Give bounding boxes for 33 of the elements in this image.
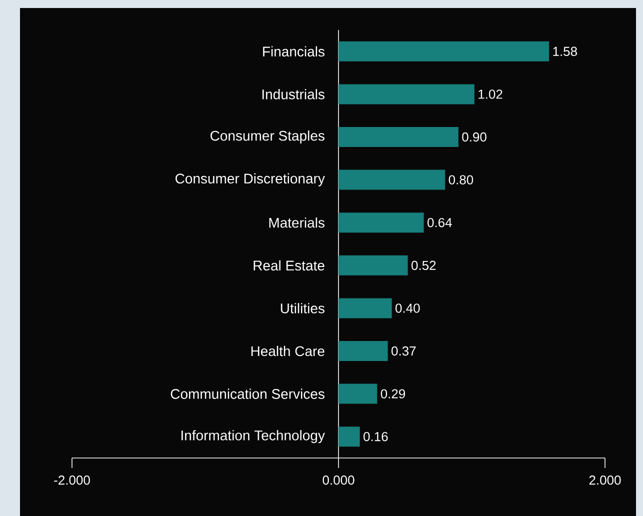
bar (338, 84, 474, 104)
data-label: 1.02 (478, 90, 502, 99)
y-tick-label: Materials (269, 217, 324, 228)
y-tick-label: Communication Services (170, 388, 324, 399)
bar (338, 255, 408, 276)
bar (338, 126, 458, 147)
data-label: 0.90 (462, 132, 486, 142)
y-tick-label: Real Estate (254, 260, 324, 271)
data-label: 0.52 (412, 260, 436, 270)
y-tick-label: Health Care (251, 346, 324, 356)
data-label: 0.40 (396, 304, 420, 313)
x-tick-label: -2.000 (54, 476, 90, 485)
bar (338, 384, 378, 404)
bar (338, 298, 392, 318)
data-label: 0.80 (448, 175, 474, 184)
bar (338, 170, 446, 190)
data-label: 0.29 (380, 389, 406, 398)
x-tick-label: 2.000 (589, 476, 621, 485)
y-tick-label: Industrials (262, 89, 324, 100)
y-tick-label: Consumer Discretionary (176, 173, 325, 186)
bar (338, 426, 360, 447)
y-tick-label: Financials (263, 46, 324, 57)
data-label: 0.16 (364, 432, 388, 442)
bar (338, 41, 550, 62)
data-label: 1.58 (553, 46, 577, 56)
x-tick-label: 0.000 (322, 476, 354, 485)
bar (338, 212, 424, 233)
data-label: 0.64 (428, 218, 452, 228)
y-tick-label: Utilities (280, 303, 324, 314)
y-tick-label: Consumer Staples (210, 130, 324, 144)
y-tick-label: Information Technology (182, 430, 325, 444)
data-label: 0.37 (392, 346, 416, 356)
bar (338, 341, 388, 362)
